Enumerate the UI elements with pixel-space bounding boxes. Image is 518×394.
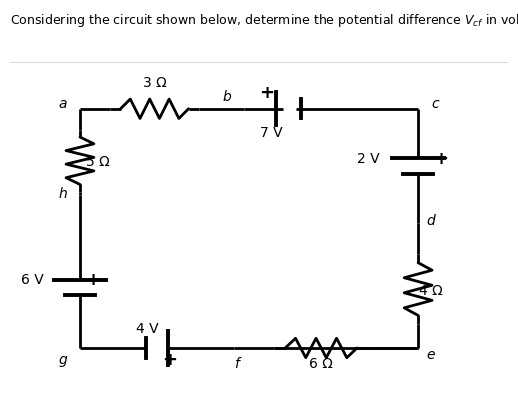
Text: +: + bbox=[85, 271, 100, 289]
Text: g: g bbox=[58, 353, 67, 367]
Text: +: + bbox=[162, 351, 177, 369]
Text: 6 Ω: 6 Ω bbox=[309, 357, 333, 371]
Text: Considering the circuit shown below, determine the potential difference $V_{cf}$: Considering the circuit shown below, det… bbox=[10, 12, 518, 29]
Text: +: + bbox=[433, 150, 448, 168]
Text: +: + bbox=[259, 84, 274, 102]
Text: 4 V: 4 V bbox=[136, 322, 159, 336]
Text: d: d bbox=[426, 214, 435, 229]
Text: 4 Ω: 4 Ω bbox=[419, 284, 442, 298]
Text: 6 V: 6 V bbox=[21, 273, 44, 287]
Text: c: c bbox=[431, 97, 439, 111]
Text: 5 Ω: 5 Ω bbox=[85, 156, 109, 169]
Text: f: f bbox=[234, 357, 239, 371]
Text: a: a bbox=[59, 97, 67, 111]
Text: 3 Ω: 3 Ω bbox=[142, 76, 166, 90]
Text: e: e bbox=[426, 348, 435, 362]
Text: b: b bbox=[222, 89, 231, 104]
Text: h: h bbox=[58, 187, 67, 201]
Text: 7 V: 7 V bbox=[260, 126, 283, 140]
Text: 2 V: 2 V bbox=[357, 152, 380, 166]
